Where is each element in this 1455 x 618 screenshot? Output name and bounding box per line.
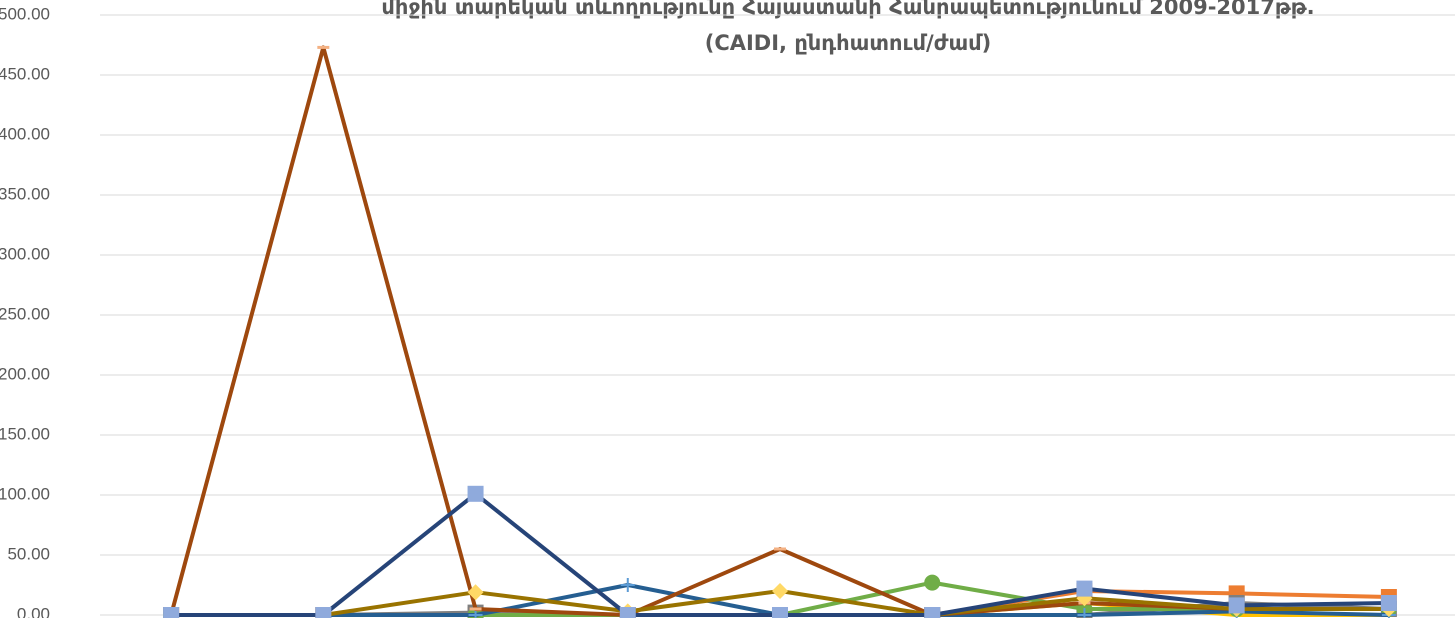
y-tick-label: 350.00 <box>0 184 50 203</box>
marker <box>1076 580 1093 597</box>
marker <box>924 574 941 591</box>
y-tick-label: 0.00 <box>17 604 50 618</box>
marker <box>924 607 941 618</box>
marker <box>315 607 332 618</box>
y-tick-label: 150.00 <box>0 424 50 443</box>
y-tick-label: 300.00 <box>0 244 50 263</box>
marker <box>467 584 484 601</box>
marker <box>1380 595 1397 611</box>
marker <box>467 485 484 502</box>
series-line <box>169 45 1389 617</box>
marker <box>620 578 635 592</box>
chart-subtitle: (CAIDI, ընդհատում/ժամ) <box>705 31 992 55</box>
chart-title: միջին տարեկան տևողությունը Հայաստանի Հան… <box>381 0 1314 19</box>
marker <box>1228 597 1245 614</box>
y-tick-label: 200.00 <box>0 364 50 383</box>
marker <box>1077 608 1092 618</box>
marker <box>772 583 788 599</box>
y-tick-label: 100.00 <box>0 484 50 503</box>
marker <box>163 607 180 618</box>
y-tick-label: 400.00 <box>0 124 50 143</box>
marker <box>772 607 788 618</box>
y-tick-label: 500.00 <box>0 4 50 23</box>
y-tick-label: 250.00 <box>0 304 50 323</box>
y-tick-label: 50.00 <box>7 544 50 563</box>
marker <box>619 607 636 618</box>
y-tick-label: 450.00 <box>0 64 50 83</box>
